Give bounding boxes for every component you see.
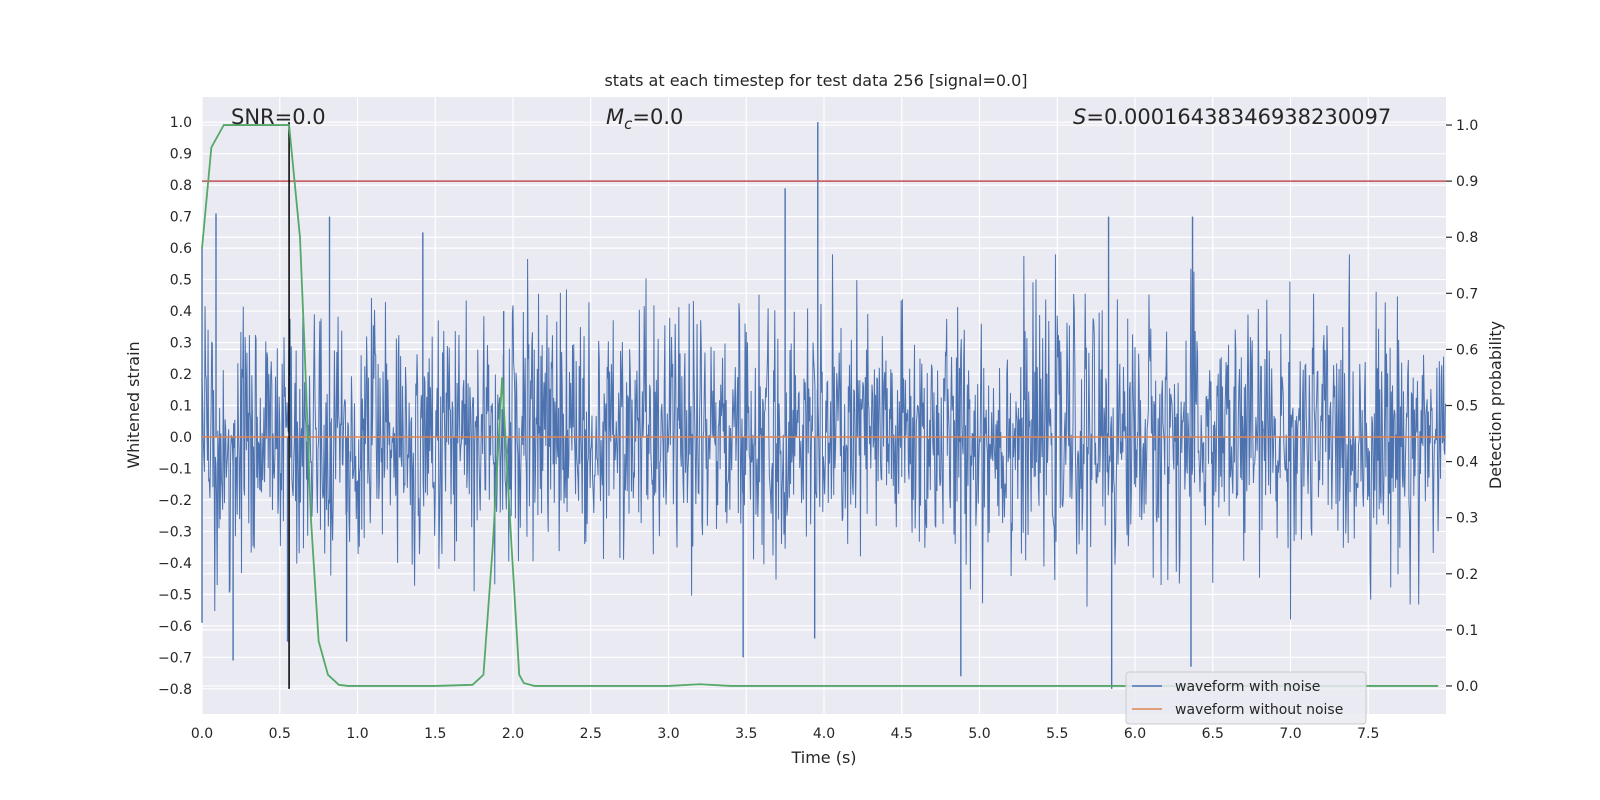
y2-tick-label: 0.0 (1456, 679, 1478, 695)
y-axis-ticks: 1.0 0.9 0.8 0.7 0.6 0.5 0.4 0.3 0.2 0.1 0.0 −0.1 −0.… (158, 115, 192, 698)
x-tick-label: 7.0 (1279, 726, 1301, 742)
detection-probability-line (201, 124, 1439, 687)
x-axis-ticks: 0.0 0.5 1.0 1.5 2.0 2.5 3.0 3.5 4.0 4.5 5.0 5.5 6.0 6… (191, 726, 1380, 742)
y2-tick-label: 0.9 (1456, 174, 1478, 190)
y2-tick-label: 0.5 (1456, 399, 1478, 415)
y-tick-label: −0.8 (158, 682, 192, 698)
y-tick-label: −0.7 (158, 650, 192, 666)
x-tick-label: 0.5 (269, 726, 291, 742)
y-tick-label: 1.0 (170, 115, 192, 131)
x-tick-label: 4.5 (891, 726, 913, 742)
y2-tick-label: 0.8 (1456, 230, 1478, 246)
y-tick-label: 0.3 (170, 336, 192, 352)
x-tick-label: 0.0 (191, 726, 213, 742)
series-lines (201, 122, 1446, 689)
x-axis-label: Time (s) (790, 748, 856, 767)
mc-subscript: c (624, 115, 633, 133)
snr-prefix: SNR= (231, 105, 292, 129)
x-tick-label: 1.5 (424, 726, 446, 742)
y2-axis-ticks: 1.0 0.9 0.8 0.7 0.6 0.5 0.4 0.3 0.2 0.1 0.0 (1446, 118, 1478, 695)
x-tick-label: 7.5 (1357, 726, 1379, 742)
s-symbol: S (1073, 105, 1086, 129)
x-tick-label: 3.0 (657, 726, 679, 742)
x-tick-label: 1.0 (346, 726, 368, 742)
y-tick-label: 0.5 (170, 273, 192, 289)
y-tick-label: −0.2 (158, 493, 192, 509)
noise-waveform (201, 122, 1446, 689)
x-tick-label: 5.0 (968, 726, 990, 742)
snr-value: 0.0 (292, 105, 325, 129)
x-tick-label: 5.5 (1046, 726, 1068, 742)
y-tick-label: −0.3 (158, 524, 192, 540)
y-tick-label: −0.6 (158, 619, 192, 635)
x-tick-label: 6.0 (1124, 726, 1146, 742)
y-tick-label: 0.4 (170, 304, 192, 320)
y-tick-label: −0.5 (158, 587, 192, 603)
mc-value: =0.0 (632, 105, 683, 129)
y-tick-label: 0.8 (170, 178, 192, 194)
y2-tick-label: 0.7 (1456, 286, 1478, 302)
mc-symbol: M (606, 105, 624, 129)
y-tick-label: 0.1 (170, 399, 192, 415)
y-tick-label: 0.0 (170, 430, 192, 446)
y-tick-label: −0.4 (158, 556, 192, 572)
snr-annotation: SNR=0.0 (231, 105, 326, 129)
s-annotation: S=0.00016438346938230097 (1073, 105, 1391, 129)
mc-annotation: Mc=0.0 (606, 105, 683, 133)
y-tick-label: −0.1 (158, 461, 192, 477)
x-tick-label: 4.0 (813, 726, 835, 742)
noise-waveform-line (201, 254, 1446, 620)
x-tick-label: 6.5 (1202, 726, 1224, 742)
y2-axis-label: Detection probability (1486, 321, 1505, 489)
y-axis-label: Whitened strain (124, 341, 143, 468)
legend-label-clean: waveform without noise (1175, 702, 1343, 718)
x-tick-label: 2.0 (502, 726, 524, 742)
y-tick-label: 0.2 (170, 367, 192, 383)
legend-label-noise: waveform with noise (1175, 679, 1320, 695)
x-tick-label: 3.5 (735, 726, 757, 742)
y-tick-label: 0.9 (170, 147, 192, 163)
y2-tick-label: 0.4 (1456, 455, 1478, 471)
y2-tick-label: 1.0 (1456, 118, 1478, 134)
y2-tick-label: 0.3 (1456, 511, 1478, 527)
x-tick-label: 2.5 (580, 726, 602, 742)
y2-tick-label: 0.1 (1456, 623, 1478, 639)
y2-tick-label: 0.2 (1456, 567, 1478, 583)
legend-box (1125, 671, 1367, 725)
y-tick-label: 0.6 (170, 241, 192, 257)
y-tick-label: 0.7 (170, 210, 192, 226)
chart-title: stats at each timestep for test data 256… (604, 71, 1027, 90)
legend: waveform with noise waveform without noi… (1125, 671, 1367, 725)
y2-tick-label: 0.6 (1456, 342, 1478, 358)
s-value: =0.00016438346938230097 (1086, 105, 1391, 129)
